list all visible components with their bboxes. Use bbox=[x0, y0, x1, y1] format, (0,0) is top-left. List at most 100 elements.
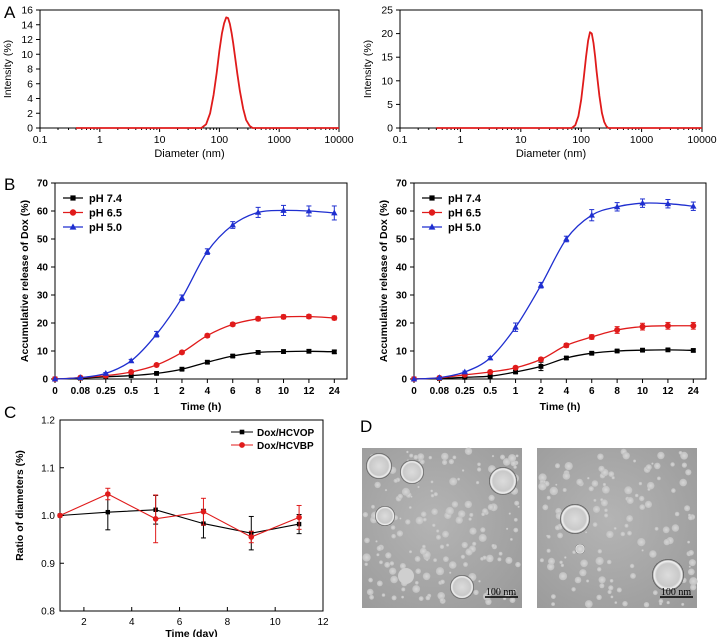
release-chart-right: 0 0.08 0.25 0.5 1 2 4 6 8 10 12 24010203040506070Ti… bbox=[378, 179, 707, 413]
tem-small-particle bbox=[598, 576, 606, 584]
series-ph-5-0 bbox=[51, 204, 338, 382]
x-tick-label: 10000 bbox=[324, 134, 353, 146]
tem-small-particle bbox=[508, 454, 517, 463]
tem-small-particle bbox=[662, 526, 670, 534]
tem-small-particle bbox=[579, 569, 587, 577]
tem-small-particle bbox=[510, 538, 513, 541]
tem-small-particle bbox=[487, 504, 494, 511]
x-tick-label: 10000 bbox=[687, 134, 716, 146]
x-tick-label: 0.25 bbox=[455, 386, 475, 397]
tem-small-particle bbox=[609, 579, 614, 583]
tem-small-particle bbox=[597, 453, 604, 460]
tem-large-particle bbox=[450, 575, 474, 599]
x-tick-label: 12 bbox=[317, 617, 329, 628]
tem-small-particle bbox=[397, 493, 403, 499]
tem-small-particle bbox=[645, 464, 652, 471]
tem-small-particle bbox=[401, 587, 406, 592]
data-point-marker bbox=[200, 508, 207, 515]
tem-small-particle bbox=[674, 511, 680, 517]
y-axis-label: Accumulative release of Dox (%) bbox=[19, 200, 31, 362]
data-point-marker bbox=[614, 327, 621, 333]
tem-small-particle bbox=[384, 489, 388, 492]
y-tick-label: 20 bbox=[396, 319, 408, 330]
x-tick-label: 12 bbox=[662, 386, 674, 397]
tem-small-particle bbox=[408, 506, 412, 509]
tem-small-particle bbox=[422, 572, 431, 581]
tem-small-particle bbox=[592, 522, 598, 527]
tem-small-particle bbox=[410, 495, 413, 498]
tem-small-particle bbox=[670, 462, 675, 467]
y-tick-label: 1.0 bbox=[41, 511, 55, 522]
data-point-marker bbox=[461, 368, 468, 375]
y-tick-label: 0.9 bbox=[41, 559, 55, 570]
tem-small-particle bbox=[442, 459, 448, 465]
x-tick-label: 1 bbox=[154, 386, 160, 397]
tem-small-particle bbox=[399, 563, 406, 569]
tem-small-particle bbox=[461, 469, 465, 472]
tem-small-particle bbox=[657, 476, 661, 481]
data-point-marker bbox=[77, 374, 84, 380]
data-point-marker bbox=[280, 207, 287, 213]
tem-small-particle bbox=[425, 595, 431, 601]
tem-small-particle bbox=[690, 584, 697, 591]
tem-image-left: 100 nm bbox=[362, 447, 522, 608]
data-point-marker bbox=[255, 315, 262, 322]
tem-small-particle bbox=[513, 517, 518, 522]
tem-small-particle bbox=[374, 481, 381, 489]
x-axis-label: Time (day) bbox=[165, 628, 217, 637]
series-line bbox=[54, 315, 335, 380]
tem-small-particle bbox=[688, 565, 691, 568]
tem-small-particle bbox=[607, 589, 612, 595]
panel-label-d: D bbox=[360, 417, 372, 436]
tem-small-particle bbox=[415, 568, 422, 574]
tem-small-particle bbox=[678, 451, 683, 455]
y-tick-label: 0 bbox=[387, 123, 393, 135]
tem-small-particle bbox=[593, 498, 597, 502]
tem-small-particle bbox=[508, 512, 511, 515]
y-tick-label: 25 bbox=[381, 5, 393, 17]
y-tick-label: 30 bbox=[396, 291, 408, 302]
data-point-marker bbox=[152, 516, 159, 522]
x-tick-label: 10 bbox=[637, 386, 649, 397]
y-axis-label: Intensity (%) bbox=[362, 40, 374, 98]
dls-chart-left: 0.1 1 10 100 1000 10000 0 2 4 6 8 10 12 14 16 Diameter … bbox=[2, 5, 354, 161]
tem-small-particle bbox=[616, 587, 622, 593]
tem-small-particle bbox=[644, 500, 653, 508]
tem-small-particle bbox=[469, 512, 474, 517]
tem-small-particle bbox=[431, 508, 438, 515]
tem-large-particle bbox=[375, 506, 395, 526]
distribution-curve bbox=[76, 16, 339, 129]
y-tick-label: 16 bbox=[21, 5, 33, 17]
y-tick-label: 6 bbox=[27, 78, 33, 90]
data-point-marker bbox=[665, 347, 671, 353]
tem-small-particle bbox=[428, 455, 432, 460]
data-point-marker bbox=[248, 534, 255, 540]
y-tick-label: 2 bbox=[27, 108, 33, 120]
data-point-marker bbox=[255, 350, 261, 355]
tem-small-particle bbox=[401, 595, 404, 599]
tem-small-particle bbox=[451, 501, 459, 508]
tem-small-particle bbox=[539, 558, 544, 563]
tem-small-particle bbox=[608, 585, 614, 591]
tem-small-particle bbox=[376, 545, 383, 551]
data-point-marker bbox=[281, 349, 286, 354]
data-point-marker bbox=[331, 314, 338, 321]
x-tick-label: 0.25 bbox=[96, 386, 116, 397]
tem-small-particle bbox=[391, 533, 396, 539]
tem-small-particle bbox=[624, 486, 633, 495]
tem-small-particle bbox=[600, 585, 603, 588]
data-point-marker bbox=[690, 348, 696, 353]
x-tick-label: 100 bbox=[572, 134, 590, 146]
x-tick-label: 10 bbox=[278, 386, 290, 397]
data-point-marker bbox=[410, 375, 418, 382]
tem-small-particle bbox=[555, 463, 560, 469]
series-line bbox=[413, 325, 694, 380]
tem-small-particle bbox=[688, 515, 694, 521]
x-tick-label: 0.1 bbox=[393, 134, 408, 146]
x-tick-label: 0.08 bbox=[71, 386, 91, 397]
y-tick-label: 1.2 bbox=[41, 416, 55, 427]
tem-small-particle bbox=[580, 559, 588, 568]
data-point-marker bbox=[428, 209, 436, 216]
tem-small-particle bbox=[515, 454, 519, 458]
tem-small-particle bbox=[469, 527, 477, 535]
